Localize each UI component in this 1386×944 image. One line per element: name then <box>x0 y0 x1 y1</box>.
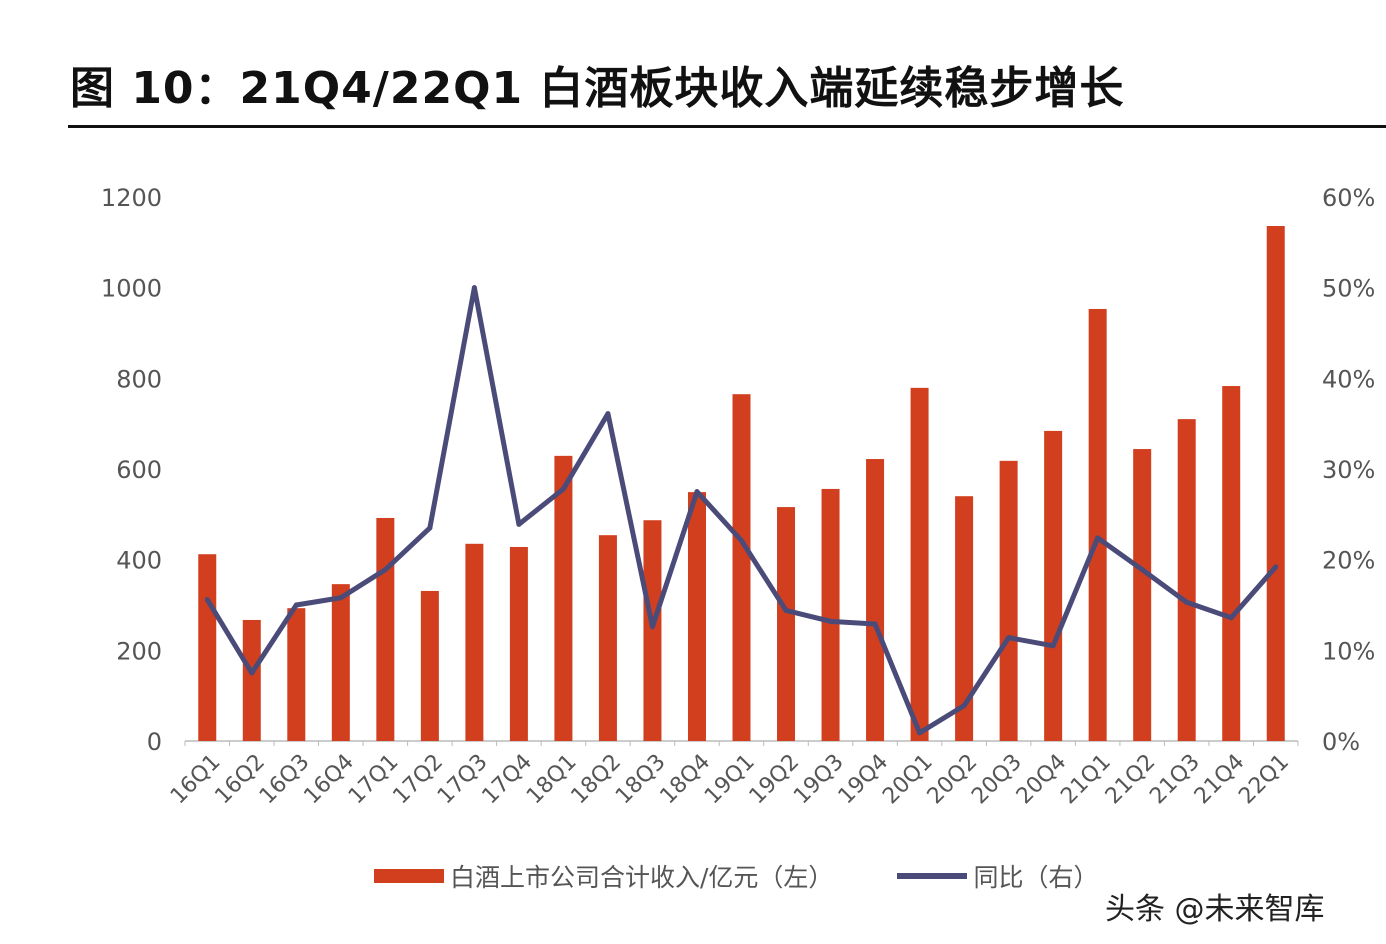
line-point <box>516 521 522 527</box>
legend-label-bar: 白酒上市公司合计收入/亿元（左） <box>450 863 834 892</box>
line-point <box>293 602 299 608</box>
y-left-tick-label: 200 <box>116 637 162 665</box>
x-tick-label: 19Q3 <box>789 750 849 810</box>
x-tick-label: 21Q4 <box>1190 750 1250 810</box>
line-point <box>828 618 834 624</box>
x-tick-label: 16Q4 <box>299 750 359 810</box>
line-point <box>961 703 967 709</box>
x-tick-label: 18Q2 <box>567 750 627 810</box>
x-tick-label: 18Q4 <box>656 750 716 810</box>
x-tick-label: 20Q2 <box>923 750 983 810</box>
y-right-tick-label: 50% <box>1322 275 1375 303</box>
line-point <box>694 489 700 495</box>
line-point <box>605 411 611 417</box>
bar <box>598 535 617 741</box>
y-right-tick-label: 0% <box>1322 728 1360 756</box>
line-point <box>338 595 344 601</box>
y-left-tick-label: 600 <box>116 456 162 484</box>
line-point <box>649 624 655 630</box>
line-point <box>382 567 388 573</box>
bar <box>821 488 840 741</box>
bar <box>1266 226 1285 742</box>
line-point <box>1006 635 1012 641</box>
y-left-tick-label: 1000 <box>101 275 162 303</box>
bar <box>376 517 395 741</box>
bar <box>1133 449 1152 741</box>
bar <box>509 546 528 741</box>
bar <box>1088 308 1107 741</box>
x-tick-label: 19Q2 <box>745 750 805 810</box>
legend: 白酒上市公司合计收入/亿元（左） 同比（右） <box>374 858 1098 894</box>
bar <box>687 492 706 741</box>
x-tick-label: 21Q3 <box>1145 750 1205 810</box>
bar <box>732 394 751 741</box>
bar <box>1222 386 1241 741</box>
line-point <box>1228 615 1234 621</box>
line-point <box>204 597 210 603</box>
bar <box>777 507 796 741</box>
bar <box>331 584 350 741</box>
figure-title: 图 10：21Q4/22Q1 白酒板块收入端延续稳步增长 <box>70 63 1125 114</box>
x-tick-label: 17Q4 <box>478 750 538 810</box>
x-tick-label: 16Q1 <box>166 750 226 810</box>
legend-swatch-line <box>897 873 968 879</box>
bar <box>1177 419 1196 741</box>
y-right-tick-label: 30% <box>1322 456 1375 484</box>
x-tick-label: 18Q1 <box>522 750 582 810</box>
bar <box>1044 430 1063 741</box>
legend-swatch-bar <box>374 869 444 883</box>
x-tick-label: 22Q1 <box>1234 750 1294 810</box>
line-point <box>872 621 878 627</box>
bar <box>910 387 929 741</box>
bar <box>420 590 439 741</box>
bar <box>955 496 974 741</box>
y-right-tick-label: 40% <box>1322 365 1375 393</box>
line-point <box>1139 567 1145 573</box>
x-tick-label: 18Q3 <box>611 750 671 810</box>
y-left-tick-label: 400 <box>116 547 162 575</box>
x-tick-label: 20Q1 <box>878 750 938 810</box>
x-tick-label: 19Q1 <box>700 750 760 810</box>
bar <box>866 459 885 741</box>
y-right-tick-label: 10% <box>1322 637 1375 665</box>
line-point <box>249 670 255 676</box>
title-rule <box>68 125 1386 128</box>
line-point <box>1050 643 1056 649</box>
x-tick-label: 19Q4 <box>834 750 894 810</box>
bar <box>999 460 1018 741</box>
x-tick-label: 20Q3 <box>967 750 1027 810</box>
x-tick-label: 21Q1 <box>1056 750 1116 810</box>
bar <box>242 619 261 741</box>
x-tick-label: 17Q1 <box>344 750 404 810</box>
y-left-tick-label: 0 <box>147 728 162 756</box>
bar <box>198 554 217 741</box>
x-tick-label: 17Q3 <box>433 750 493 810</box>
line-point <box>783 607 789 613</box>
y-left-tick-label: 1200 <box>101 184 162 212</box>
line-point <box>471 285 477 291</box>
bar <box>287 608 306 741</box>
line-point <box>1095 535 1101 541</box>
y-right-tick-label: 60% <box>1322 184 1375 212</box>
legend-label-line: 同比（右） <box>973 863 1099 892</box>
x-tick-label: 16Q3 <box>255 750 315 810</box>
line-point <box>739 538 744 544</box>
x-tick-label: 17Q2 <box>388 750 448 810</box>
y-left-tick-label: 800 <box>116 365 162 393</box>
line-point <box>560 486 566 492</box>
line-point <box>1184 599 1190 605</box>
line-point <box>917 730 923 736</box>
line-point <box>427 525 433 531</box>
bar <box>465 543 484 741</box>
x-tick-label: 20Q4 <box>1012 750 1072 810</box>
x-tick-label: 21Q2 <box>1101 750 1161 810</box>
bar <box>554 455 573 741</box>
y-right-tick-label: 20% <box>1322 547 1375 575</box>
bar <box>643 520 662 741</box>
watermark: 头条 @未来智库 <box>1105 892 1325 927</box>
line-point <box>1273 564 1279 570</box>
x-tick-label: 16Q2 <box>210 750 270 810</box>
